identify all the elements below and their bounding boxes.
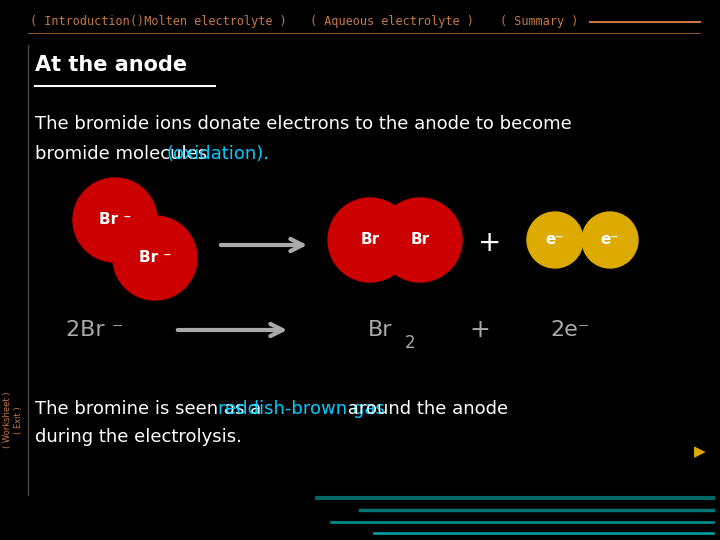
Circle shape — [527, 212, 583, 268]
Text: At the anode: At the anode — [35, 55, 187, 75]
Text: 2: 2 — [405, 334, 415, 352]
Text: +: + — [469, 318, 490, 342]
Text: reddish-brown gas: reddish-brown gas — [217, 400, 384, 418]
Circle shape — [73, 178, 157, 262]
Text: ▶: ▶ — [694, 444, 706, 460]
Text: Br: Br — [410, 233, 430, 247]
Text: ( Aqueous electrolyte ): ( Aqueous electrolyte ) — [310, 16, 474, 29]
Text: ( Worksheet ): ( Worksheet ) — [4, 392, 12, 448]
Text: e⁻: e⁻ — [600, 233, 619, 247]
Text: e⁻: e⁻ — [546, 233, 564, 247]
Circle shape — [378, 198, 462, 282]
Text: Br ⁻: Br ⁻ — [139, 251, 171, 266]
Text: ( Exit ): ( Exit ) — [14, 406, 22, 434]
Text: (oxidation).: (oxidation). — [166, 145, 269, 163]
Circle shape — [328, 198, 412, 282]
Text: ( Summary ): ( Summary ) — [500, 16, 578, 29]
Text: The bromine is seen as a: The bromine is seen as a — [35, 400, 267, 418]
Text: Br: Br — [368, 320, 392, 340]
Text: around the anode: around the anode — [341, 400, 508, 418]
Circle shape — [113, 216, 197, 300]
Text: ( Molten electrolyte ): ( Molten electrolyte ) — [130, 16, 287, 29]
Text: The bromide ions donate electrons to the anode to become: The bromide ions donate electrons to the… — [35, 115, 572, 133]
Text: ( Introduction ): ( Introduction ) — [30, 16, 144, 29]
Text: 2Br ⁻: 2Br ⁻ — [66, 320, 124, 340]
Text: +: + — [478, 229, 502, 257]
Text: Br: Br — [361, 233, 379, 247]
Text: bromide molecules: bromide molecules — [35, 145, 213, 163]
Text: Br ⁻: Br ⁻ — [99, 213, 131, 227]
Text: 2e⁻: 2e⁻ — [550, 320, 590, 340]
Text: during the electrolysis.: during the electrolysis. — [35, 428, 242, 446]
Circle shape — [582, 212, 638, 268]
